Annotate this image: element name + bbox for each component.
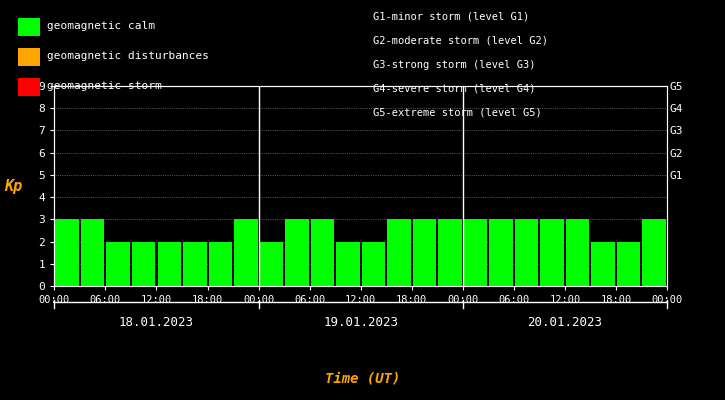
- Bar: [464, 219, 487, 286]
- Text: G2-moderate storm (level G2): G2-moderate storm (level G2): [373, 36, 548, 46]
- Bar: [209, 242, 232, 286]
- Bar: [566, 219, 589, 286]
- Bar: [489, 219, 513, 286]
- Text: G3-strong storm (level G3): G3-strong storm (level G3): [373, 60, 536, 70]
- Bar: [387, 219, 411, 286]
- Bar: [336, 242, 360, 286]
- Text: Kp: Kp: [4, 178, 22, 194]
- Bar: [132, 242, 155, 286]
- Bar: [285, 219, 309, 286]
- Bar: [515, 219, 539, 286]
- Text: G1-minor storm (level G1): G1-minor storm (level G1): [373, 12, 530, 22]
- Bar: [540, 219, 564, 286]
- Bar: [592, 242, 615, 286]
- Bar: [157, 242, 181, 286]
- Text: 18.01.2023: 18.01.2023: [119, 316, 194, 328]
- Bar: [107, 242, 130, 286]
- Bar: [362, 242, 385, 286]
- Bar: [81, 219, 104, 286]
- Bar: [617, 242, 640, 286]
- Text: G5-extreme storm (level G5): G5-extreme storm (level G5): [373, 108, 542, 118]
- Bar: [310, 219, 334, 286]
- Bar: [413, 219, 436, 286]
- Text: Time (UT): Time (UT): [325, 371, 400, 385]
- Bar: [183, 242, 207, 286]
- Bar: [55, 219, 79, 286]
- Text: 19.01.2023: 19.01.2023: [323, 316, 398, 328]
- Text: geomagnetic disturbances: geomagnetic disturbances: [47, 51, 209, 61]
- Text: 20.01.2023: 20.01.2023: [527, 316, 602, 328]
- Text: G4-severe storm (level G4): G4-severe storm (level G4): [373, 84, 536, 94]
- Bar: [642, 219, 666, 286]
- Bar: [439, 219, 462, 286]
- Bar: [260, 242, 283, 286]
- Text: geomagnetic calm: geomagnetic calm: [47, 21, 155, 31]
- Bar: [234, 219, 257, 286]
- Text: geomagnetic storm: geomagnetic storm: [47, 81, 162, 91]
